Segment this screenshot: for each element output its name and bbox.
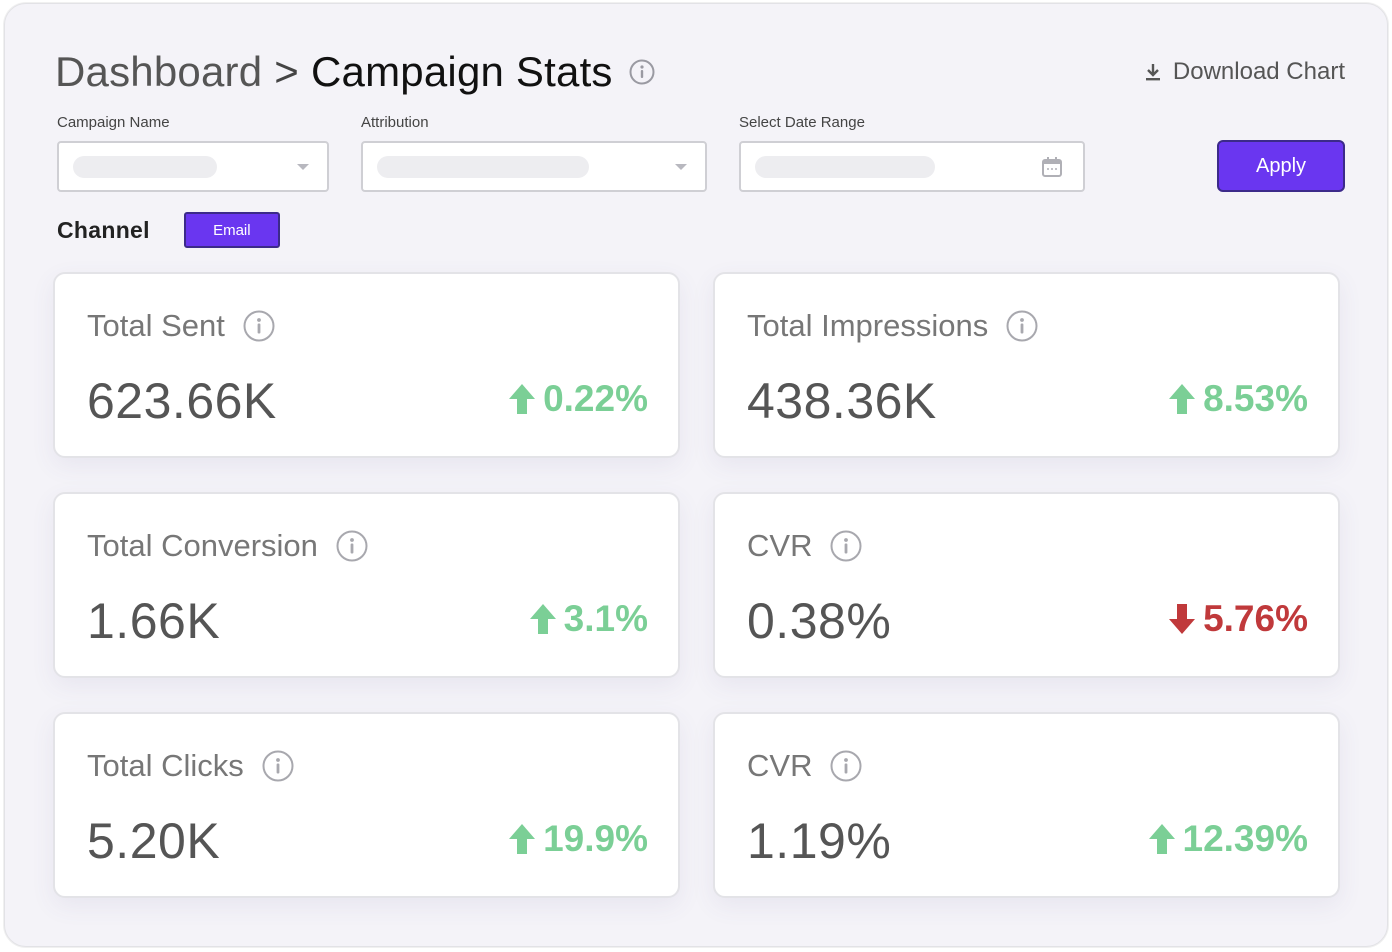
stat-card-title: CVR	[747, 748, 862, 784]
channel-row: Channel Email	[57, 212, 280, 248]
stat-card-title: Total Impressions	[747, 308, 1038, 344]
page-title: Campaign Stats	[311, 48, 613, 95]
channel-chip-email[interactable]: Email	[183, 212, 280, 248]
stat-card-title: Total Sent	[87, 308, 275, 344]
stat-title-text: Total Sent	[87, 308, 225, 343]
date-range-filter: Select Date Range	[739, 114, 1085, 192]
stat-change: 19.9%	[507, 818, 648, 860]
arrow-up-icon	[509, 824, 536, 854]
stat-value: 438.36K	[747, 373, 937, 429]
date-range-label: Select Date Range	[739, 114, 865, 131]
campaign-name-label: Campaign Name	[57, 114, 170, 131]
chevron-down-icon	[297, 164, 309, 170]
stat-change: 3.1%	[528, 598, 648, 640]
download-icon	[1145, 64, 1160, 81]
channel-label: Channel	[57, 216, 150, 243]
dashboard-panel: Dashboard > Campaign Stats Download Char…	[4, 3, 1388, 947]
loading-placeholder	[377, 155, 589, 178]
arrow-up-icon	[1169, 384, 1196, 414]
stat-change-value: 5.76%	[1203, 598, 1308, 639]
stat-change: 0.22%	[507, 378, 648, 420]
stat-card-total-conversion: Total Conversion 1.66K 3.1%	[53, 492, 680, 678]
info-icon[interactable]	[262, 750, 294, 782]
attribution-filter: Attribution	[361, 114, 707, 192]
chevron-down-icon	[675, 164, 687, 170]
stat-title-text: Total Clicks	[87, 748, 244, 783]
stat-card-total-sent: Total Sent 623.66K 0.22%	[53, 272, 680, 458]
calendar-icon[interactable]	[1041, 156, 1063, 183]
stat-value: 5.20K	[87, 813, 221, 869]
filters-bar: Campaign Name Attribution Select Date Ra…	[57, 114, 1345, 194]
stat-title-text: Total Impressions	[747, 308, 989, 343]
stat-change: 5.76%	[1167, 598, 1308, 640]
stat-change-value: 8.53%	[1203, 378, 1308, 419]
attribution-label: Attribution	[361, 114, 429, 131]
stat-card-title: Total Clicks	[87, 748, 294, 784]
stat-change-value: 19.9%	[543, 818, 648, 859]
stat-change: 12.39%	[1147, 818, 1309, 860]
info-icon[interactable]	[629, 59, 655, 85]
breadcrumb: Dashboard > Campaign Stats	[55, 48, 655, 96]
stat-title-text: Total Conversion	[87, 528, 318, 563]
stat-card-title: Total Conversion	[87, 528, 368, 564]
stat-title-text: CVR	[747, 748, 813, 783]
stat-change: 8.53%	[1167, 378, 1308, 420]
arrow-down-icon	[1169, 604, 1196, 634]
loading-placeholder	[73, 155, 217, 178]
attribution-select[interactable]	[361, 141, 707, 192]
stat-change-value: 12.39%	[1182, 818, 1309, 859]
info-icon[interactable]	[243, 310, 275, 342]
stat-card-total-impressions: Total Impressions 438.36K 8.53%	[713, 272, 1340, 458]
info-icon[interactable]	[336, 530, 368, 562]
stat-title-text: CVR	[747, 528, 813, 563]
info-icon[interactable]	[1006, 310, 1038, 342]
info-icon[interactable]	[830, 750, 862, 782]
date-range-picker[interactable]	[739, 141, 1085, 192]
apply-button[interactable]: Apply	[1217, 140, 1345, 192]
campaign-name-filter: Campaign Name	[57, 114, 329, 192]
arrow-up-icon	[1148, 824, 1175, 854]
arrow-up-icon	[529, 604, 556, 634]
stat-value: 0.38%	[747, 593, 892, 649]
stat-card-cvr: CVR 0.38% 5.76%	[713, 492, 1340, 678]
stat-value: 623.66K	[87, 373, 277, 429]
stat-value: 1.66K	[87, 593, 221, 649]
loading-placeholder	[755, 155, 935, 178]
download-chart-button[interactable]: Download Chart	[1145, 58, 1345, 86]
stat-card-title: CVR	[747, 528, 862, 564]
stat-value: 1.19%	[747, 813, 892, 869]
download-chart-label: Download Chart	[1172, 58, 1345, 85]
stat-change-value: 0.22%	[543, 378, 648, 419]
campaign-name-select[interactable]	[57, 141, 329, 192]
breadcrumb-separator: >	[274, 48, 300, 95]
breadcrumb-dashboard-link[interactable]: Dashboard	[55, 48, 263, 95]
arrow-up-icon	[509, 384, 536, 414]
page-header: Dashboard > Campaign Stats Download Char…	[55, 48, 1345, 100]
stat-card-total-clicks: Total Clicks 5.20K 19.9%	[53, 712, 680, 898]
stat-card-cvr-2: CVR 1.19% 12.39%	[713, 712, 1340, 898]
info-icon[interactable]	[830, 530, 862, 562]
stat-change-value: 3.1%	[563, 598, 648, 639]
